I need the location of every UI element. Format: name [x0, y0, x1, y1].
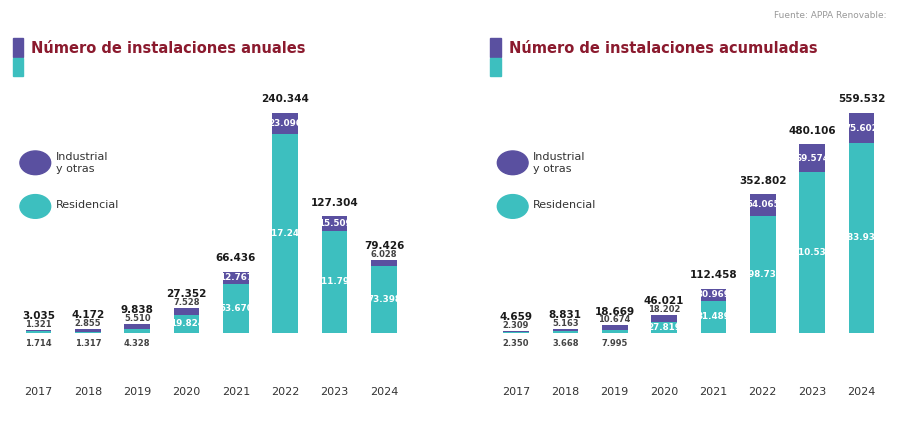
- Bar: [750, 194, 776, 216]
- Bar: [322, 231, 347, 333]
- Text: 483.930: 483.930: [842, 233, 881, 242]
- Text: 27.352: 27.352: [166, 289, 207, 299]
- Text: 53.670: 53.670: [219, 304, 253, 313]
- Bar: [174, 308, 200, 315]
- Text: 12.767: 12.767: [219, 273, 253, 282]
- Bar: [75, 332, 101, 333]
- Text: 5.163: 5.163: [552, 319, 579, 328]
- Text: 54.065: 54.065: [746, 200, 779, 210]
- Bar: [700, 289, 726, 301]
- Text: 217.248: 217.248: [266, 229, 305, 238]
- Text: 19.824: 19.824: [170, 319, 203, 328]
- Text: 7.995: 7.995: [601, 339, 628, 348]
- Text: 352.802: 352.802: [739, 175, 787, 185]
- Text: 1.321: 1.321: [25, 320, 52, 329]
- Text: 4.328: 4.328: [124, 339, 150, 348]
- Circle shape: [20, 194, 50, 218]
- Text: Industrial
y otras: Industrial y otras: [533, 152, 585, 174]
- Text: 127.304: 127.304: [310, 198, 358, 208]
- Text: 9.838: 9.838: [121, 305, 154, 315]
- Text: 73.398: 73.398: [367, 295, 400, 304]
- Text: Número de instalaciones anuales: Número de instalaciones anuales: [32, 41, 306, 56]
- Bar: [700, 301, 726, 333]
- Text: 15.509: 15.509: [318, 219, 352, 228]
- Circle shape: [20, 151, 50, 174]
- Text: 8.831: 8.831: [549, 310, 582, 320]
- Text: Fuente: APPA Renovable:: Fuente: APPA Renovable:: [774, 11, 886, 20]
- Bar: [503, 331, 529, 332]
- Bar: [273, 113, 298, 134]
- Text: 3.668: 3.668: [552, 339, 579, 348]
- Text: 2.855: 2.855: [75, 319, 102, 328]
- Text: 1.317: 1.317: [75, 339, 101, 348]
- Text: 2.309: 2.309: [503, 321, 529, 330]
- Text: 480.106: 480.106: [788, 126, 836, 136]
- Text: 18.669: 18.669: [595, 307, 634, 317]
- Text: 46.021: 46.021: [644, 296, 684, 306]
- Bar: [652, 315, 677, 322]
- Text: 27.819: 27.819: [647, 323, 681, 332]
- Text: 69.574: 69.574: [795, 154, 829, 162]
- Bar: [371, 266, 397, 333]
- Text: 111.795: 111.795: [315, 277, 355, 286]
- Text: 1.714: 1.714: [25, 339, 52, 348]
- Text: Industrial
y otras: Industrial y otras: [56, 152, 108, 174]
- Bar: [602, 326, 627, 330]
- Text: 559.532: 559.532: [838, 94, 885, 104]
- Text: 3.035: 3.035: [22, 311, 55, 321]
- Bar: [750, 216, 776, 333]
- Text: 23.096: 23.096: [268, 119, 302, 128]
- Bar: [553, 331, 578, 333]
- Bar: [75, 329, 101, 332]
- Bar: [322, 216, 347, 231]
- Text: 66.436: 66.436: [216, 253, 256, 263]
- Text: Número de instalaciones acumuladas: Número de instalaciones acumuladas: [508, 41, 817, 56]
- Text: 298.737: 298.737: [742, 270, 783, 278]
- Bar: [223, 272, 248, 284]
- Text: 112.458: 112.458: [689, 270, 737, 280]
- Bar: [799, 144, 825, 171]
- Text: 2.350: 2.350: [503, 339, 529, 348]
- Text: Residencial: Residencial: [533, 200, 597, 210]
- FancyBboxPatch shape: [491, 38, 500, 57]
- Text: 240.344: 240.344: [261, 94, 310, 104]
- Bar: [174, 315, 200, 333]
- Bar: [26, 331, 51, 333]
- Bar: [602, 330, 627, 333]
- Text: 18.202: 18.202: [648, 304, 680, 313]
- Circle shape: [498, 194, 528, 218]
- Bar: [26, 330, 51, 331]
- Text: 410.532: 410.532: [792, 248, 832, 257]
- Text: 75.602: 75.602: [844, 123, 878, 132]
- Bar: [223, 284, 248, 333]
- FancyBboxPatch shape: [13, 38, 23, 57]
- Text: 79.426: 79.426: [364, 242, 404, 252]
- Bar: [799, 171, 825, 333]
- Text: 81.489: 81.489: [697, 312, 730, 321]
- Bar: [503, 332, 529, 333]
- Bar: [124, 329, 150, 333]
- Text: 10.674: 10.674: [598, 315, 631, 324]
- FancyBboxPatch shape: [13, 58, 23, 75]
- Bar: [124, 324, 150, 329]
- Bar: [371, 260, 397, 266]
- Text: 5.510: 5.510: [124, 313, 150, 323]
- Bar: [553, 329, 578, 331]
- FancyBboxPatch shape: [491, 58, 500, 75]
- Text: 6.028: 6.028: [371, 250, 397, 259]
- Bar: [849, 113, 874, 143]
- Text: 4.172: 4.172: [71, 310, 104, 320]
- Text: 7.528: 7.528: [174, 297, 200, 307]
- Bar: [849, 143, 874, 333]
- Text: 4.659: 4.659: [500, 312, 533, 322]
- Bar: [273, 134, 298, 333]
- Bar: [652, 322, 677, 333]
- Circle shape: [498, 151, 528, 174]
- Text: Residencial: Residencial: [56, 200, 119, 210]
- Text: 30.969: 30.969: [697, 290, 730, 299]
